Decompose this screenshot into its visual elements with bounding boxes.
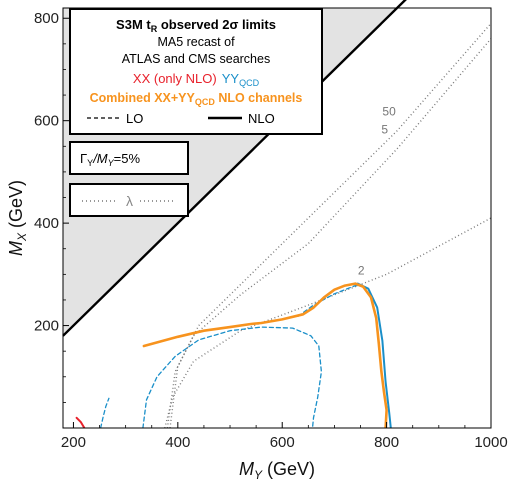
legend-nlo: NLO <box>248 111 275 126</box>
lambda-legend-box: λ <box>69 183 189 217</box>
series-5-line <box>142 282 388 428</box>
chart-title: S3M tR observed 2σ limits <box>116 17 276 34</box>
y-ticks: 200 400 600 800 <box>34 10 69 403</box>
lambda-label-5: 5 <box>381 122 388 136</box>
lambda-label-50: 50 <box>382 105 396 119</box>
subtitle-line-2: ATLAS and CMS searches <box>122 52 270 66</box>
series-4-line <box>356 282 392 428</box>
series-3-line <box>297 284 367 317</box>
x-tick-label-400: 400 <box>165 434 190 451</box>
x-tick-label-600: 600 <box>270 434 295 451</box>
series-1-line <box>99 397 110 428</box>
series-group <box>75 282 392 428</box>
lambda-contour-2 <box>164 217 491 428</box>
legend-lo: LO <box>126 111 143 126</box>
x-ticks: 200 400 600 800 1000 <box>61 422 508 451</box>
x-tick-label-1000: 1000 <box>474 434 507 451</box>
x-tick-label-200: 200 <box>61 434 86 451</box>
legend-combined: Combined XX+YYQCD NLO channels <box>90 91 303 107</box>
lambda-legend-label: λ <box>126 193 133 209</box>
lambda-contours <box>164 22 491 428</box>
series-2-line <box>142 326 323 428</box>
x-axis-label: MY (GeV) <box>239 459 315 482</box>
legend-yy: YY <box>222 71 240 86</box>
y-tick-label-600: 600 <box>34 113 59 130</box>
lambda-labels: 2 5 50 <box>358 105 396 278</box>
width-ratio-box: ΓY/MY=5% <box>69 141 189 175</box>
y-axis-label: MX (GeV) <box>6 180 29 256</box>
y-tick-label-200: 200 <box>34 318 59 335</box>
subtitle-line-1: MA5 recast of <box>157 35 235 49</box>
lambda-label-2: 2 <box>358 263 365 277</box>
series-0-line <box>75 416 86 428</box>
legend-box: S3M tR observed 2σ limits MA5 recast of … <box>69 8 323 135</box>
legend-entries-xx-yy: XX (only NLO) YYQCD <box>133 71 260 88</box>
x-tick-label-800: 800 <box>374 434 399 451</box>
y-tick-label-800: 800 <box>34 10 59 27</box>
lambda-contour-50 <box>169 22 491 428</box>
legend-xx: XX (only NLO) <box>133 71 217 86</box>
y-tick-label-400: 400 <box>34 215 59 232</box>
width-ratio-label: ΓY/MY=5% <box>80 151 140 168</box>
